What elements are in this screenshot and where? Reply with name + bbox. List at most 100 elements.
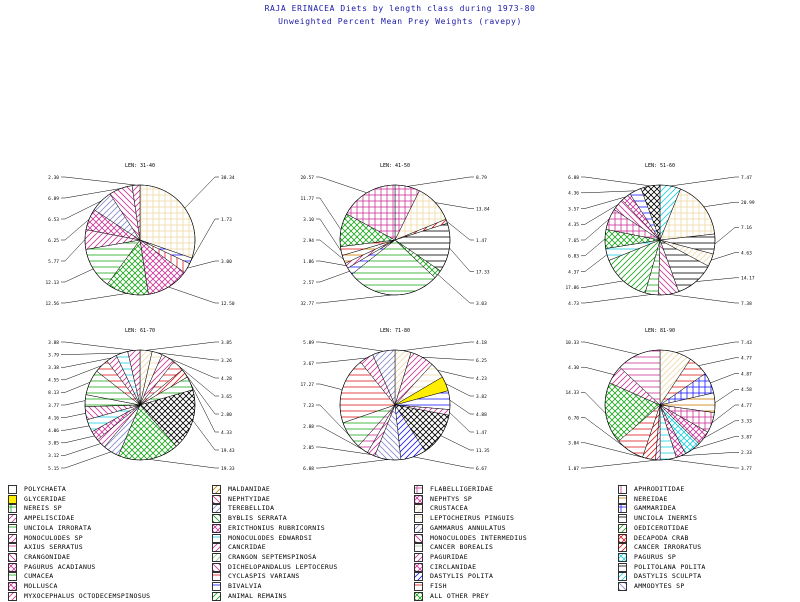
legend-swatch bbox=[212, 533, 221, 543]
slice-value-label: 3.77 bbox=[48, 403, 59, 409]
legend-swatch bbox=[618, 562, 627, 572]
slice-value-label: 13.84 bbox=[476, 206, 490, 212]
slice-value-label: 1.86 bbox=[303, 259, 314, 265]
slice-value-label: 1.47 bbox=[476, 238, 487, 244]
slice-value-label: 4.33 bbox=[221, 430, 232, 436]
legend-swatch bbox=[618, 572, 627, 582]
leader-line bbox=[61, 382, 90, 393]
legend-label: AMMODYTES SP bbox=[634, 582, 685, 590]
slice-value-label: 7.23 bbox=[303, 403, 314, 409]
slice-value-label: 10.33 bbox=[565, 340, 579, 346]
leader-line bbox=[316, 270, 350, 283]
leader-line bbox=[435, 202, 474, 209]
slice-value-label: 4.77 bbox=[741, 356, 752, 362]
slice-value-label: 2.57 bbox=[303, 280, 314, 286]
slice-value-label: 4.87 bbox=[741, 371, 752, 377]
legend-label: MONOCULODES SP bbox=[24, 533, 83, 542]
leader-line bbox=[403, 341, 474, 351]
legend-label: TEREBELLIDA bbox=[228, 504, 275, 513]
slice-value-label: 5.77 bbox=[48, 259, 59, 265]
legend-swatch bbox=[414, 543, 423, 553]
slice-value-label: 4.37 bbox=[568, 269, 579, 275]
legend-label: UNCIOLA IRRORATA bbox=[24, 523, 92, 532]
slice-value-label: 4.06 bbox=[48, 428, 59, 434]
legend-label: MONOCULODES INTERMEDIUS bbox=[430, 533, 527, 542]
slice-value-label: 6.83 bbox=[568, 254, 579, 260]
leader-line bbox=[61, 293, 127, 304]
leader-line bbox=[581, 294, 652, 304]
slice-value-label: 4.23 bbox=[476, 376, 487, 382]
leader-line bbox=[581, 417, 630, 452]
slice-value-label: 6.53 bbox=[48, 217, 59, 223]
leader-line bbox=[446, 221, 474, 241]
legend-swatch bbox=[414, 552, 423, 562]
slice-value-label: 3.57 bbox=[568, 206, 579, 212]
leader-line bbox=[61, 176, 137, 186]
legend-swatch bbox=[414, 523, 423, 533]
pie-chart-2: LEN: 41-50 8.79 13.84 1.47 17.33 3.03 20.57 11.… bbox=[300, 163, 489, 307]
legend-swatch bbox=[8, 552, 17, 562]
leader-line bbox=[61, 352, 122, 355]
pie-chart-4: LEN: 61-70 3.85 3.26 4.28 3.65 2.80 4.33 19.43 1… bbox=[48, 328, 235, 472]
legend-label: AMPELISCIDAE bbox=[24, 514, 75, 523]
chart-subtitle: Unweighted Percent Mean Prey Weights (ra… bbox=[278, 17, 522, 26]
legend-label: PAGURUS SP bbox=[634, 552, 677, 561]
legend-swatch bbox=[8, 572, 17, 582]
leader-line bbox=[581, 176, 651, 187]
slice-value-label: 2.80 bbox=[221, 412, 232, 418]
leader-line bbox=[581, 341, 639, 355]
legend-label: POLYCHAETA bbox=[24, 485, 67, 493]
leader-line bbox=[61, 219, 90, 241]
leader-line bbox=[61, 268, 94, 283]
legend-label: GAMMARIDEA bbox=[634, 504, 677, 513]
legend-swatch bbox=[618, 552, 627, 562]
legend-swatch bbox=[414, 582, 423, 591]
slice-value-label: 11.77 bbox=[300, 196, 314, 202]
legend-label: ERICTHONIUS RUBRICORNIS bbox=[228, 523, 325, 532]
leader-line bbox=[316, 357, 367, 364]
legend-label: CIRCLANIDAE bbox=[430, 562, 477, 571]
pie-title: LEN: 71-80 bbox=[380, 328, 410, 334]
legend-label: UNCIOLA INERMIS bbox=[634, 514, 698, 523]
leader-line bbox=[675, 341, 739, 353]
slice-value-label: 32.77 bbox=[300, 301, 314, 307]
slice-value-label: 7.43 bbox=[741, 340, 752, 346]
leader-line bbox=[581, 196, 626, 209]
pie-outline bbox=[604, 184, 716, 296]
pie-chart-6: LEN: 81-90 7.43 4.77 4.87 4.58 4.77 3.33 3.87 2.… bbox=[565, 328, 752, 472]
legend-swatch bbox=[212, 572, 221, 582]
slice-value-label: 20.57 bbox=[300, 175, 314, 181]
slice-value-label: 14.33 bbox=[565, 390, 579, 396]
legend-swatch bbox=[414, 591, 423, 601]
legend-swatch bbox=[8, 514, 17, 523]
slice-value-label: 6.89 bbox=[48, 196, 59, 202]
pie-chart-3: LEN: 51-60 7.47 20.99 7.16 4.63 14.17 7.38 6.88… bbox=[565, 163, 754, 307]
leader-line bbox=[581, 218, 610, 241]
legend-swatch bbox=[618, 485, 627, 494]
slice-value-label: 11.35 bbox=[476, 448, 490, 454]
legend-swatch bbox=[212, 494, 221, 504]
slice-value-label: 5.89 bbox=[303, 340, 314, 346]
legend-label: APHRODITIDAE bbox=[634, 485, 685, 493]
legend-swatch bbox=[212, 543, 221, 553]
legend-label: DASTYLIS SCULPTA bbox=[634, 572, 702, 581]
leader-line bbox=[316, 260, 347, 266]
leader-line bbox=[698, 357, 739, 366]
legend-label: GAMMARUS ANNULATUS bbox=[430, 523, 506, 532]
leader-line bbox=[61, 357, 112, 368]
legend-swatch bbox=[618, 523, 627, 533]
slice-value-label: 17.86 bbox=[565, 285, 579, 291]
legend-swatch bbox=[212, 514, 221, 523]
legend-label: PAGURUS ACADIANUS bbox=[24, 562, 96, 571]
slice-value-label: 3.88 bbox=[48, 340, 59, 346]
leader-line bbox=[187, 260, 219, 269]
leader-line bbox=[316, 218, 342, 252]
leader-line bbox=[178, 365, 219, 397]
legend-label: NEPHTYIDAE bbox=[228, 494, 271, 503]
legend-swatch bbox=[414, 533, 423, 543]
legend-label: MOLLUSCA bbox=[24, 582, 58, 590]
legend-label: CRANGON SEPTEMSPINOSA bbox=[228, 552, 317, 561]
leader-line bbox=[316, 446, 371, 455]
leader-line bbox=[61, 451, 112, 469]
